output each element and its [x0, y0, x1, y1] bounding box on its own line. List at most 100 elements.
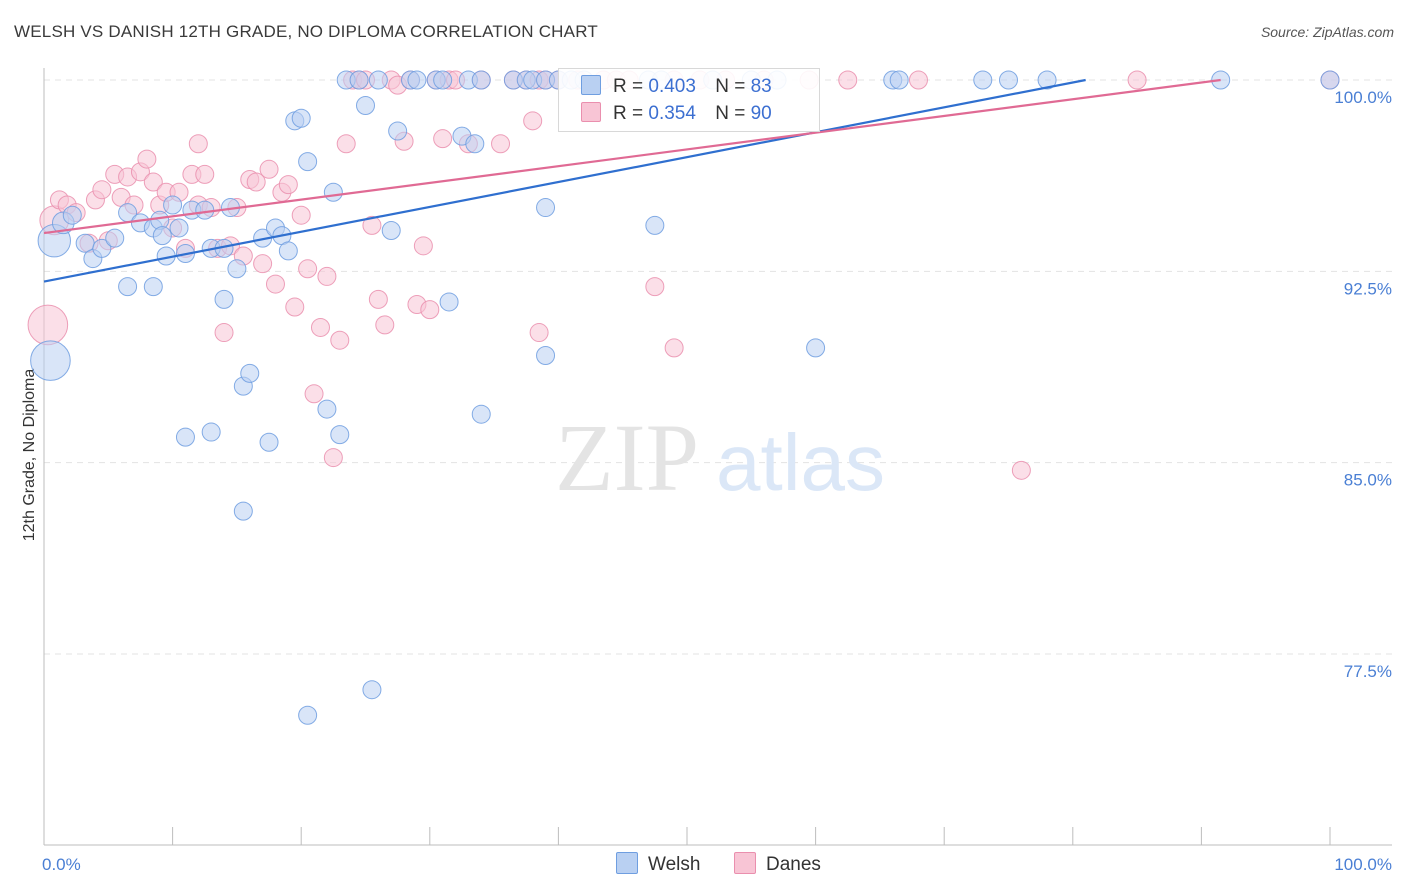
- welsh-point: [645, 215, 665, 235]
- welsh-point: [381, 221, 401, 241]
- danes-point: [838, 70, 858, 90]
- danes-point: [298, 259, 318, 279]
- welsh-point: [889, 70, 909, 90]
- stats-legend: R = 0.403 N = 83 R = 0.354 N = 90: [558, 68, 820, 132]
- danes-point: [433, 129, 453, 149]
- x-tick-label: 0.0%: [42, 855, 81, 874]
- welsh-r-value: 0.403: [648, 76, 696, 97]
- danes-swatch: [581, 102, 601, 122]
- welsh-point: [330, 425, 350, 445]
- trend-lines: [43, 78, 1221, 283]
- danes-point: [143, 172, 163, 192]
- welsh-point: [92, 238, 112, 258]
- danes-point: [214, 323, 234, 343]
- welsh-point: [201, 422, 221, 442]
- r-label: R =: [613, 103, 644, 124]
- welsh-points: [30, 70, 1340, 725]
- danes-point: [188, 134, 208, 154]
- r-label: R =: [613, 76, 644, 97]
- welsh-point: [169, 218, 189, 238]
- danes-point: [523, 111, 543, 131]
- danes-point: [1011, 460, 1031, 480]
- x-tick-label: 100.0%: [1334, 855, 1392, 874]
- welsh-legend-swatch: [616, 852, 638, 874]
- welsh-point: [143, 277, 163, 297]
- danes-point: [908, 70, 928, 90]
- welsh-point: [388, 121, 408, 141]
- welsh-point: [439, 292, 459, 312]
- welsh-point: [407, 70, 427, 90]
- welsh-n-value: 83: [750, 76, 772, 97]
- welsh-point: [323, 182, 343, 202]
- welsh-point: [368, 70, 388, 90]
- welsh-point: [298, 152, 318, 172]
- welsh-point: [471, 404, 491, 424]
- danes-point: [645, 277, 665, 297]
- welsh-point: [62, 205, 82, 225]
- chart-title: WELSH VS DANISH 12TH GRADE, NO DIPLOMA C…: [14, 22, 598, 41]
- legend-item-danes: Danes: [734, 852, 821, 876]
- welsh-point: [291, 108, 311, 128]
- welsh-point: [214, 289, 234, 309]
- welsh-trend-line: [43, 78, 1086, 283]
- welsh-point: [806, 338, 826, 358]
- danes-point: [278, 175, 298, 195]
- danes-point: [265, 274, 285, 294]
- legend-item-welsh: Welsh: [616, 852, 700, 876]
- danes-point: [253, 254, 273, 274]
- gridlines: [44, 79, 1392, 655]
- welsh-point: [118, 277, 138, 297]
- danes-trend-line: [43, 78, 1221, 235]
- danes-point: [291, 205, 311, 225]
- series-legend: Welsh Danes: [0, 852, 1406, 878]
- danes-point: [1127, 70, 1147, 90]
- watermark-atlas: atlas: [716, 418, 885, 507]
- welsh-point: [163, 195, 183, 215]
- danes-point: [27, 304, 69, 346]
- danes-point: [323, 448, 343, 468]
- welsh-point: [152, 226, 172, 246]
- watermark: ZIP atlas: [555, 404, 885, 511]
- welsh-point: [999, 70, 1018, 90]
- danes-point: [246, 172, 266, 192]
- danes-point: [420, 300, 440, 320]
- y-tick-label: 92.5%: [1344, 279, 1392, 298]
- danes-n-value: 90: [750, 103, 772, 124]
- n-label: N =: [715, 103, 746, 124]
- danes-point: [304, 384, 324, 404]
- legend-row-danes: R = 0.354 N = 90: [581, 102, 772, 125]
- welsh-point: [30, 340, 71, 381]
- danes-point: [362, 215, 382, 235]
- welsh-point: [536, 346, 556, 366]
- danes-point: [137, 149, 157, 169]
- welsh-point: [1037, 70, 1057, 90]
- danes-r-value: 0.354: [648, 103, 696, 124]
- welsh-point: [278, 241, 298, 261]
- danes-legend-swatch: [734, 852, 756, 874]
- welsh-point: [465, 134, 485, 154]
- welsh-point: [433, 70, 453, 90]
- legend-row-welsh: R = 0.403 N = 83: [581, 75, 772, 98]
- welsh-legend-label: Welsh: [648, 854, 701, 875]
- welsh-swatch: [581, 75, 601, 95]
- welsh-point: [233, 501, 253, 521]
- y-tick-label: 85.0%: [1344, 471, 1392, 490]
- danes-point: [375, 315, 395, 335]
- danes-point: [195, 164, 215, 184]
- welsh-point: [105, 228, 125, 248]
- welsh-point: [471, 70, 491, 90]
- danes-point: [368, 289, 388, 309]
- danes-legend-label: Danes: [766, 854, 821, 875]
- axes: [43, 68, 1392, 846]
- source-label: Source: ZipAtlas.com: [1260, 24, 1394, 40]
- danes-point: [330, 330, 350, 350]
- danes-point: [310, 317, 330, 337]
- danes-point: [285, 297, 305, 317]
- danes-point: [491, 134, 511, 154]
- welsh-point: [175, 427, 195, 447]
- watermark-zip: ZIP: [555, 404, 699, 511]
- welsh-point: [240, 363, 260, 383]
- welsh-point: [362, 680, 382, 700]
- welsh-point: [195, 200, 215, 220]
